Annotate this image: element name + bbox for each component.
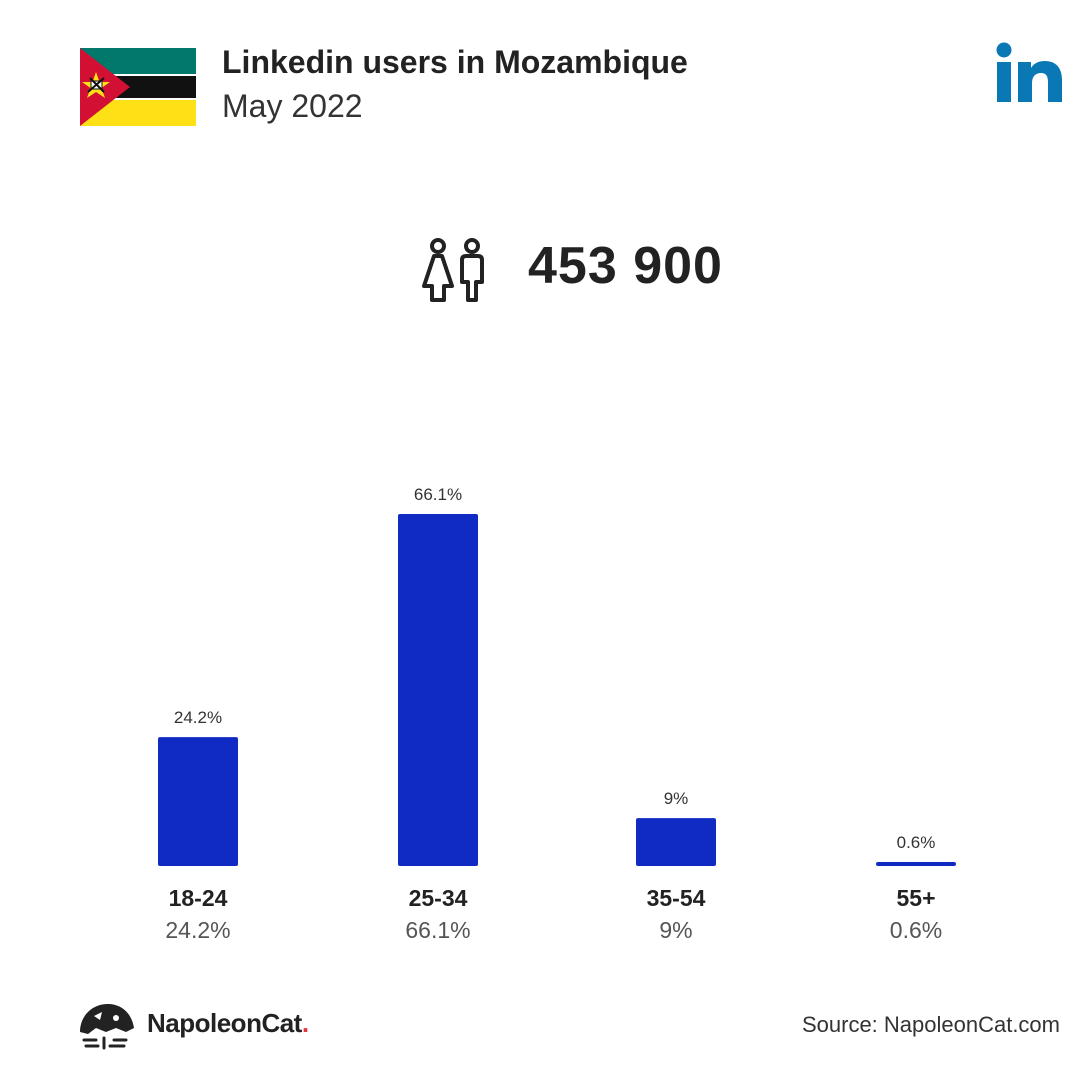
category-percent-label: 24.2%: [165, 917, 230, 943]
bar-value-label: 9%: [664, 789, 689, 808]
bar-18-24: [158, 737, 238, 866]
bar-value-label: 66.1%: [414, 485, 462, 504]
chart-title: Linkedin users in Mozambique: [222, 44, 688, 80]
total-users-value: 453 900: [528, 237, 723, 295]
bar-35-54: [636, 818, 716, 866]
brand-dot: .: [301, 1008, 309, 1038]
bar-value-label: 24.2%: [174, 708, 222, 727]
linkedin-logo-icon: [996, 42, 1062, 102]
category-label: 55+: [896, 885, 935, 911]
brand-name-text: NapoleonCat: [147, 1008, 302, 1038]
bar-value-label: 0.6%: [897, 833, 936, 852]
category-label: 35-54: [647, 885, 706, 911]
source-text: Source: NapoleonCat.com: [801, 1012, 1060, 1037]
bar-25-34: [398, 514, 478, 866]
napoleoncat-logo-icon: [80, 1004, 134, 1050]
category-label: 25-34: [409, 885, 468, 911]
category-percent-label: 9%: [659, 917, 692, 943]
users-icon: [422, 238, 484, 302]
category-percent-label: 0.6%: [890, 917, 942, 943]
category-percent-label: 66.1%: [405, 917, 470, 943]
chart-subtitle: May 2022: [222, 88, 363, 124]
category-label: 18-24: [169, 885, 228, 911]
napoleoncat-brand: NapoleonCat.: [147, 1008, 309, 1039]
bar-55+: [876, 862, 956, 866]
age-bar-chart: 24.2% 18-24 24.2% 66.1% 25-34 66.1% 9% 35-54 9% 0…: [158, 485, 956, 943]
mozambique-flag-icon: [80, 48, 196, 126]
